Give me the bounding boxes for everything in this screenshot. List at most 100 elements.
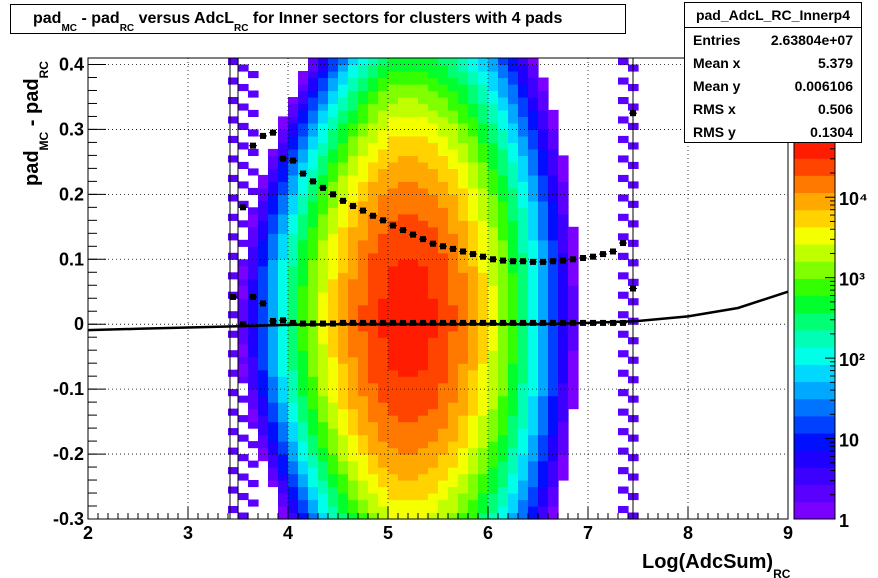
heatmap-cell: [318, 90, 329, 98]
colorbar-tick-label: 10⁴: [839, 189, 868, 209]
heatmap-cell: [488, 109, 499, 117]
heatmap-cell: [558, 330, 569, 338]
heatmap-cell: [548, 148, 559, 156]
heatmap-cell: [298, 512, 309, 520]
heatmap-cell: [498, 304, 509, 312]
heatmap-cell: [448, 148, 459, 156]
heatmap-cell: [278, 363, 289, 371]
heatmap-cell: [508, 207, 519, 215]
colorbar-segment: [794, 347, 835, 365]
heatmap-cell: [458, 174, 469, 182]
heatmap-cell: [508, 369, 519, 377]
heatmap-cell: [438, 434, 449, 442]
heatmap-cell: [528, 233, 539, 241]
heatmap-cell: [518, 363, 529, 371]
heatmap-cell: [248, 363, 259, 371]
heatmap-cell: [328, 97, 339, 105]
heatmap-cell: [348, 408, 359, 416]
heatmap-cell: [448, 155, 459, 163]
heatmap-cell: [328, 499, 339, 507]
heatmap-cell: [428, 369, 439, 377]
heatmap-cell: [438, 441, 449, 449]
heatmap-cell: [398, 278, 409, 286]
heatmap-cell: [288, 109, 299, 117]
heatmap-cell: [358, 343, 369, 351]
heatmap-cell: [278, 408, 289, 416]
heatmap-cell: [278, 376, 289, 384]
heatmap-cell: [458, 408, 469, 416]
heatmap-cell: [538, 499, 549, 507]
heatmap-cell: [378, 337, 389, 345]
heatmap-cell: [478, 460, 489, 468]
heatmap-cell: [238, 265, 249, 273]
heatmap-cell: [268, 454, 279, 462]
heatmap-cell: [508, 350, 519, 358]
heatmap-cell: [558, 343, 569, 351]
heatmap-cell: [528, 486, 539, 494]
heatmap-cell: [448, 207, 459, 215]
heatmap-cell: [388, 135, 399, 143]
heatmap-cell: [498, 97, 509, 105]
heatmap-cell: [278, 428, 289, 436]
heatmap-cell: [278, 447, 289, 455]
heatmap-cell: [408, 486, 419, 494]
heatmap-cell: [308, 71, 319, 79]
heatmap-cell: [348, 278, 359, 286]
heatmap-cell: [528, 480, 539, 488]
heatmap-cell: [308, 181, 319, 189]
heatmap-cell: [448, 233, 459, 241]
heatmap-cell: [558, 376, 569, 384]
heatmap-cell: [358, 90, 369, 98]
heatmap-cell: [358, 174, 369, 182]
heatmap-cell: [528, 363, 539, 371]
heatmap-cell: [238, 161, 249, 169]
heatmap-cell: [268, 473, 279, 481]
heatmap-cell: [458, 213, 469, 221]
heatmap-cell: [378, 58, 389, 66]
heatmap-cell: [378, 174, 389, 182]
heatmap-cell: [348, 129, 359, 137]
heatmap-cell: [278, 142, 289, 150]
heatmap-cell: [488, 291, 499, 299]
heatmap-cell: [298, 408, 309, 416]
colorbar-segment: [794, 192, 835, 211]
heatmap-cell: [368, 415, 379, 423]
heatmap-cell: [418, 148, 429, 156]
heatmap-cell: [368, 512, 379, 520]
heatmap-cell: [278, 350, 289, 358]
heatmap-cell: [428, 460, 439, 468]
heatmap-cell: [418, 363, 429, 371]
heatmap-cell: [238, 330, 249, 338]
heatmap-cell: [298, 90, 309, 98]
heatmap-cell: [518, 181, 529, 189]
heatmap-cell: [438, 168, 449, 176]
heatmap-cell: [398, 428, 409, 436]
heatmap-cell: [298, 454, 309, 462]
heatmap-cell: [508, 467, 519, 475]
heatmap-cell: [438, 330, 449, 338]
heatmap-cell: [318, 447, 329, 455]
heatmap-cell: [528, 330, 539, 338]
heatmap-cell: [288, 415, 299, 423]
heatmap-cell: [348, 142, 359, 150]
heatmap-cell: [268, 233, 279, 241]
heatmap-cell: [508, 220, 519, 228]
heatmap-cell: [428, 311, 439, 319]
heatmap-cell: [548, 278, 559, 286]
heatmap-cell: [468, 58, 479, 66]
heatmap-cell: [288, 116, 299, 124]
heatmap-cell: [338, 122, 349, 130]
heatmap-cell: [508, 330, 519, 338]
heatmap-cell: [538, 155, 549, 163]
heatmap-cell: [568, 337, 579, 345]
heatmap-cell: [328, 161, 339, 169]
heatmap-cell: [268, 194, 279, 202]
heatmap-cell: [288, 265, 299, 273]
heatmap-cell: [498, 168, 509, 176]
heatmap-cell: [448, 97, 459, 105]
heatmap-cell: [328, 272, 339, 280]
heatmap-cell: [368, 447, 379, 455]
heatmap-cell: [408, 499, 419, 507]
heatmap-cell: [538, 109, 549, 117]
heatmap-cell: [478, 506, 489, 514]
